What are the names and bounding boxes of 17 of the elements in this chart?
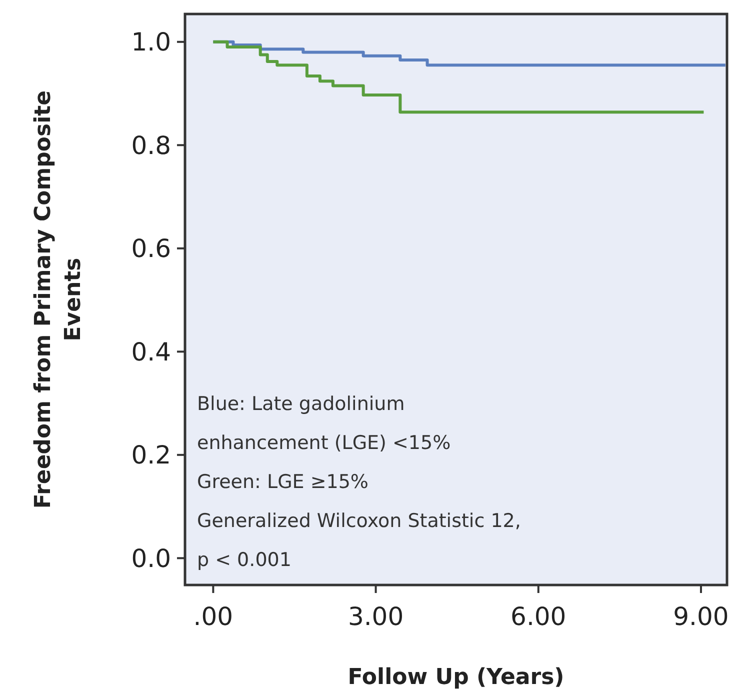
annotation: Blue: Late gadolinium (197, 393, 405, 416)
annotation: Green: LGE ≥15% (197, 471, 368, 494)
x-tick-label: 3.00 (348, 602, 404, 631)
annotation: enhancement (LGE) <15% (197, 432, 451, 454)
x-tick-label: 9.00 (673, 602, 729, 631)
annotation: p < 0.001 (197, 549, 292, 572)
x-tick-label: 6.00 (510, 602, 566, 631)
y-tick-label: 0.0 (131, 544, 171, 573)
y-tick-label: 0.8 (131, 130, 171, 160)
y-axis-title: Freedom from Primary Composite Events (31, 90, 86, 509)
y-tick-label: 0.2 (131, 440, 171, 470)
y-tick-label: 0.6 (131, 234, 171, 264)
x-axis-title: Follow Up (Years) (348, 665, 564, 690)
y-tick-label: 1.0 (131, 28, 171, 57)
annotation: Generalized Wilcoxon Statistic 12, (197, 510, 521, 532)
x-tick-label: .00 (193, 602, 234, 631)
y-tick-label: 0.4 (131, 337, 171, 366)
